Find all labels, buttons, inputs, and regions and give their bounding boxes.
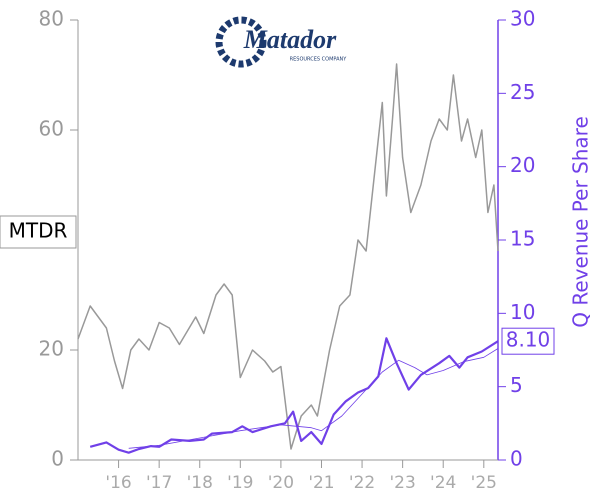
x-tick-label: '22 [349,473,375,493]
value-label: 8.10 [506,328,551,352]
x-tick-label: '21 [308,473,334,493]
x-tick-label: '25 [471,473,497,493]
x-tick-label: '18 [187,473,213,493]
y2-tick-label: 10 [510,300,535,324]
x-tick-label: '16 [105,473,131,493]
series-line [89,337,499,454]
logo: Matador RESOURCES COMPANY [215,16,348,68]
y2-tick-label: 20 [510,153,535,177]
series-line [77,63,499,450]
series-line [128,348,499,449]
x-tick-label: '24 [430,473,456,493]
x-tick-label: '19 [227,473,253,493]
value-label-box [501,327,555,355]
logo-subtext: RESOURCES COMPANY [290,57,348,63]
x-tick-label: '17 [146,473,172,493]
ticker-box [0,215,77,249]
y-tick-label: 20 [39,337,64,361]
ticker-label: MTDR [9,219,68,243]
y2-tick-label: 5 [510,373,523,397]
x-tick-label: '20 [268,473,294,493]
y-tick-label: 60 [39,117,64,141]
logo-text: Matador [243,25,337,54]
x-tick-label: '23 [389,473,415,493]
y2-tick-label: 0 [510,447,523,471]
y2-axis-label: Q Revenue Per Share [569,116,593,328]
y2-tick-label: 25 [510,80,535,104]
y2-tick-label: 30 [510,7,535,31]
logo-gear [215,16,267,68]
y-tick-label: 0 [51,447,64,471]
y2-tick-label: 15 [510,227,535,251]
y-tick-label: 80 [39,7,64,31]
